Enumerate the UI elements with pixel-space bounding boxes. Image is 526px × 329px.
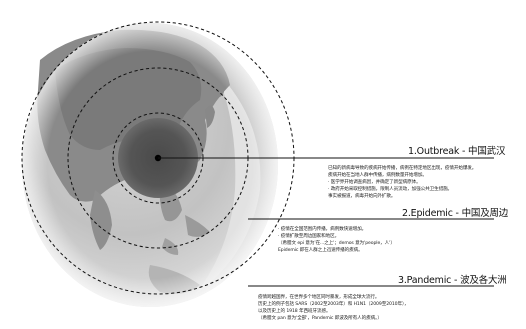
stage-1-line: 疾病开始在当地人群中传播，病例数量开始增加。 xyxy=(328,173,427,178)
stage-1-description: 已知的新病毒导致的疾病开始传播，病例在特定地区出现，疫情开始爆发。 疾病开始在当… xyxy=(328,165,476,200)
stage-1-line: 事实被报道，病毒开始向外扩散。 xyxy=(328,194,396,199)
stage-3-line: 疫情跨越国界，在世界多个地区同时暴发，形成全球大流行。 xyxy=(258,295,380,300)
stage-2-line: Epidemic 即在人群之上迅速传播的疾病。 xyxy=(278,248,363,253)
stage-1-line: · 政府开始采取控制措施，限制人员流动，加强公共卫生措施。 xyxy=(328,187,453,192)
stage-3-description: 疫情跨越国界，在世界多个地区同时暴发，形成全球大流行。 历史上的例子包括 SAR… xyxy=(258,294,409,322)
stage-3-line: 历史上的例子包括 SARS（2002至2003年）和 H1N1（2009至201… xyxy=(258,302,409,307)
stage-1-line: · 医学界开始调查病因，并确定了新型病原体。 xyxy=(328,180,421,185)
stage-2-description: · 疫情在全国范围内传播，病例数快速增加。 · 疫情扩散至周边国家和地区。 （希… xyxy=(278,226,395,254)
stage-2-line: （希腊文 epi 意为'在...之上'；demos 意为'people，人'） xyxy=(278,241,395,246)
leader-lines xyxy=(158,157,494,287)
stage-3-line: 以及历史上的 1918 年西班牙流感。 xyxy=(258,309,331,314)
stage-3-title: 3.Pandemic - 波及各大洲 xyxy=(398,275,507,286)
stage-2-line: · 疫情扩散至周边国家和地区。 xyxy=(278,234,340,239)
stage-2-title: 2.Epidemic - 中国及周边 xyxy=(402,208,509,219)
stage-2-line: · 疫情在全国范围内传播，病例数快速增加。 xyxy=(278,227,367,232)
stage-1-line: 已知的新病毒导致的疾病开始传播，病例在特定地区出现，疫情开始爆发。 xyxy=(328,166,477,171)
stage-1-title: 1.Outbreak - 中国武汉 xyxy=(408,146,506,157)
stage-3-line: （希腊文 pan 意为'全部'，Pandemic 即波及所有人的疾病。） xyxy=(258,316,382,321)
